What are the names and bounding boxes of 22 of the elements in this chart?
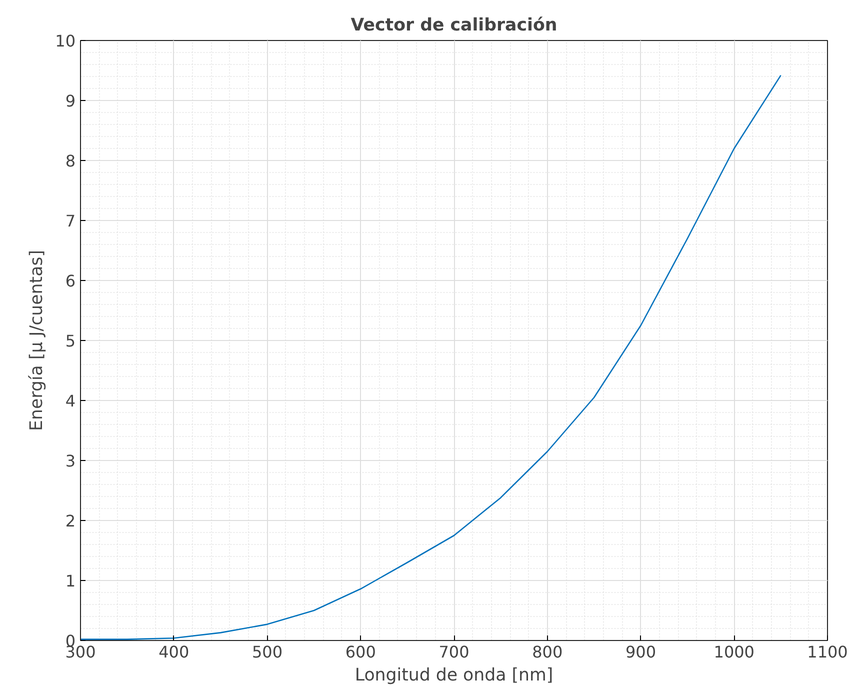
line-series: [80, 74, 782, 640]
x-tick-label: 500: [252, 642, 283, 662]
y-tick-label: 10: [55, 32, 76, 50]
x-tick-label: 400: [158, 642, 190, 662]
x-axis-title: Longitud de onda [nm]: [354, 666, 554, 686]
y-tick-label: 6: [65, 272, 76, 290]
x-tick-label: 1000: [714, 642, 754, 662]
x-tick-label: 1100: [807, 642, 848, 662]
y-tick-label: 7: [65, 212, 76, 230]
y-tick-label: 9: [65, 92, 76, 110]
y-tick-label: 3: [65, 452, 76, 470]
x-tick-label: 900: [625, 642, 656, 662]
x-tick-label: 800: [532, 642, 563, 662]
chart-title: Vector de calibración: [350, 16, 558, 36]
x-tick-label: 700: [438, 642, 470, 662]
x-tick-label: 600: [345, 642, 376, 662]
y-axis-title: Energía [μ J/cuentas]: [27, 250, 48, 431]
y-tick-label: 8: [65, 152, 76, 170]
y-tick-label: 5: [65, 332, 76, 350]
y-tick-label: 2: [65, 512, 76, 530]
y-tick-label: 1: [65, 572, 76, 590]
y-tick-label: 4: [65, 392, 76, 410]
